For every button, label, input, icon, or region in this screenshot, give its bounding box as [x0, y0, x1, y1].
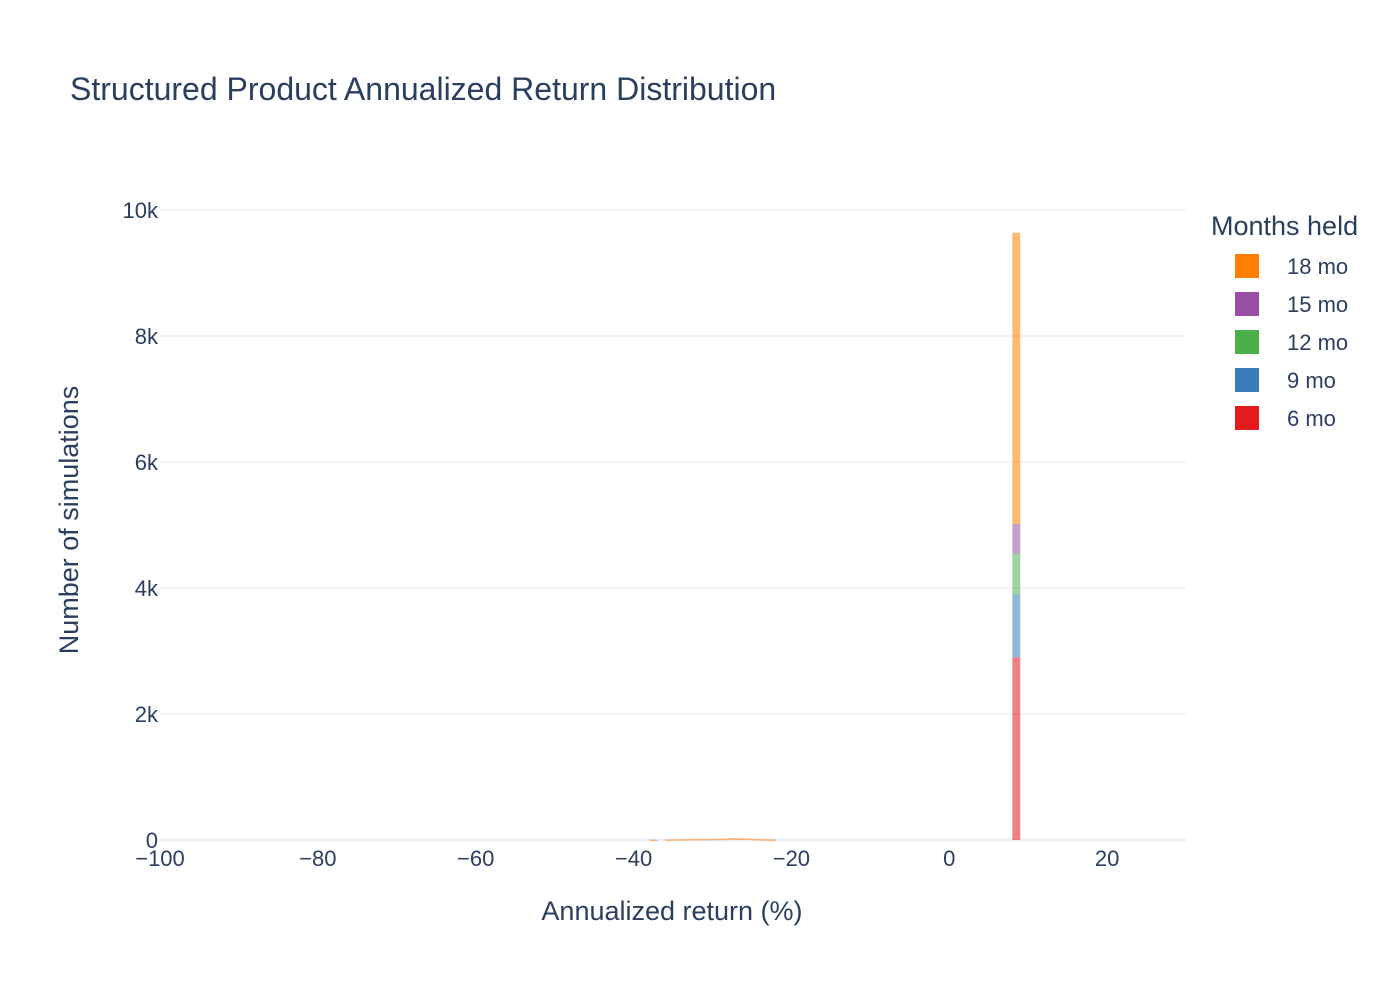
legend-label: 9 mo	[1287, 368, 1336, 393]
grid-lines	[160, 209, 1186, 842]
histogram-bar-18-mo[interactable]	[751, 838, 760, 841]
histogram-bar-18-mo[interactable]	[696, 838, 705, 841]
histogram-bar-18-mo[interactable]	[712, 838, 721, 841]
legend-items[interactable]: 18 mo 15 mo 12 mo 9 mo 6 mo	[1235, 254, 1348, 431]
histogram-bar-18-mo[interactable]	[720, 838, 729, 841]
x-tick-label: −60	[457, 846, 494, 871]
x-tick-label: 20	[1095, 846, 1119, 871]
y-tick-label: 6k	[135, 450, 159, 475]
y-tick-label: 2k	[135, 702, 159, 727]
histogram-bar-18-mo[interactable]	[688, 838, 697, 841]
legend-label: 18 mo	[1287, 254, 1348, 279]
x-tick-label: −100	[135, 846, 185, 871]
legend-item[interactable]: 15 mo	[1235, 292, 1348, 317]
histogram-bar-12-mo[interactable]	[1012, 553, 1021, 595]
legend-swatch	[1235, 330, 1259, 354]
legend-item[interactable]: 6 mo	[1235, 406, 1336, 431]
histogram-bar-18-mo[interactable]	[680, 839, 689, 841]
x-tick-label: −20	[773, 846, 810, 871]
histogram-bar-18-mo[interactable]	[665, 839, 673, 841]
legend-swatch	[1235, 254, 1259, 278]
histogram-bar-15-mo[interactable]	[1012, 523, 1021, 554]
x-tick-label: 0	[943, 846, 955, 871]
bars	[649, 232, 1021, 841]
legend-title: Months held	[1211, 211, 1358, 241]
legend[interactable]: Months held 18 mo 15 mo 12 mo 9 mo 6 mo	[1211, 211, 1358, 431]
x-axis-title: Annualized return (%)	[541, 896, 802, 926]
y-tick-label: 8k	[135, 324, 159, 349]
legend-swatch	[1235, 368, 1259, 392]
histogram-bar-18-mo[interactable]	[767, 839, 776, 841]
histogram-bar-18-mo[interactable]	[759, 839, 768, 841]
y-axis-title: Number of simulations	[54, 386, 84, 655]
axes: 0 2k 4k 6k 8k 10k −100 −80 −60 −40 −20 0 20	[123, 198, 1120, 871]
chart-title: Structured Product Annualized Return Dis…	[70, 71, 776, 107]
legend-label: 15 mo	[1287, 292, 1348, 317]
x-tick-label: −80	[299, 846, 336, 871]
y-tick-label: 10k	[123, 198, 159, 223]
legend-swatch	[1235, 406, 1259, 430]
legend-swatch	[1235, 292, 1259, 316]
histogram-bar-18-mo[interactable]	[704, 838, 713, 841]
histogram-bar-18-mo[interactable]	[1012, 232, 1021, 524]
histogram-bar-9-mo[interactable]	[1012, 594, 1021, 658]
legend-label: 6 mo	[1287, 406, 1336, 431]
histogram-bar-18-mo[interactable]	[649, 839, 658, 841]
legend-item[interactable]: 9 mo	[1235, 368, 1336, 393]
y-tick-label: 0	[146, 828, 158, 853]
histogram-bar-18-mo[interactable]	[744, 838, 752, 840]
histogram-bar-18-mo[interactable]	[728, 838, 737, 840]
histogram-bar-18-mo[interactable]	[736, 838, 745, 840]
legend-label: 12 mo	[1287, 330, 1348, 355]
x-tick-label: −40	[615, 846, 652, 871]
legend-item[interactable]: 12 mo	[1235, 330, 1348, 355]
histogram-bar-18-mo[interactable]	[673, 839, 681, 841]
histogram-bar-6-mo[interactable]	[1012, 657, 1021, 840]
y-tick-label: 4k	[135, 576, 159, 601]
legend-item[interactable]: 18 mo	[1235, 254, 1348, 279]
